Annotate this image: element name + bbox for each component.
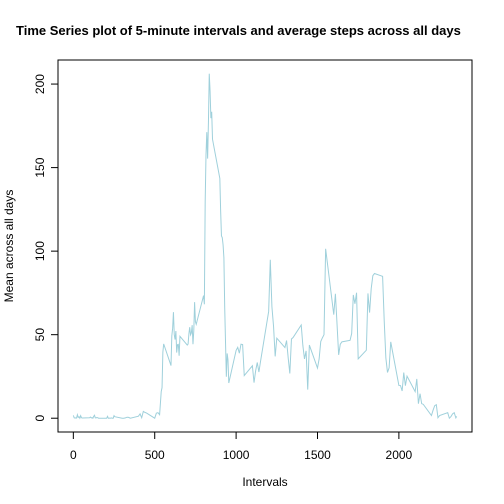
x-tick-label: 0 xyxy=(70,448,77,462)
chart-title: Time Series plot of 5-minute intervals a… xyxy=(16,23,461,38)
plot-box xyxy=(57,59,473,433)
y-axis-label: Mean across all days xyxy=(2,190,16,303)
y-tick-label: 100 xyxy=(33,241,47,261)
x-tick-label: 1500 xyxy=(304,448,331,462)
x-tick-label: 500 xyxy=(145,448,165,462)
data-line xyxy=(72,73,458,420)
y-tick-label: 150 xyxy=(33,157,47,177)
x-tick-label: 2000 xyxy=(386,448,413,462)
y-tick-label: 0 xyxy=(33,415,47,422)
y-tick-label: 50 xyxy=(33,328,47,342)
x-tick-label: 1000 xyxy=(223,448,250,462)
y-tick-label: 200 xyxy=(33,74,47,94)
x-axis-label: Intervals xyxy=(242,475,287,489)
